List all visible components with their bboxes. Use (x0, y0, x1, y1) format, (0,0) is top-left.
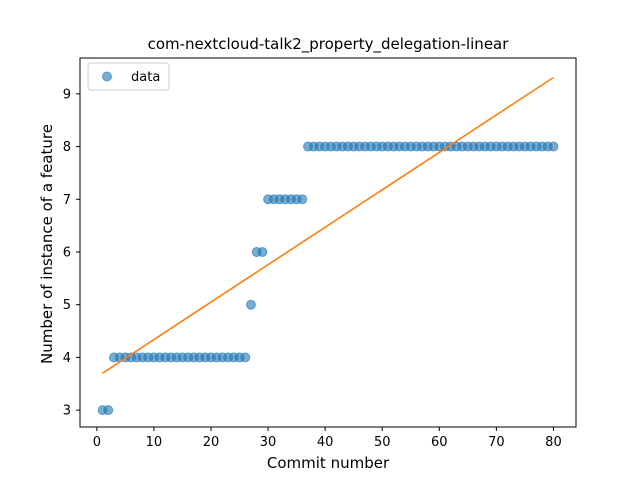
legend-label-data: data (131, 70, 160, 85)
x-tick-label: 10 (146, 435, 163, 450)
x-tick-label: 0 (93, 435, 101, 450)
y-tick-label: 6 (63, 245, 71, 260)
fit-line (102, 76, 554, 374)
y-axis-label: Number of instance of a feature (38, 124, 56, 364)
x-tick-label: 30 (260, 435, 277, 450)
data-point (245, 299, 256, 310)
y-tick-label: 8 (63, 140, 71, 155)
plot-frame (79, 57, 577, 428)
x-tick-label: 40 (317, 435, 334, 450)
x-axis-label: Commit number (267, 454, 390, 472)
y-axis: 3 4 5 6 7 8 9 (63, 87, 80, 419)
legend-marker-data (102, 71, 112, 82)
y-tick-label: 7 (63, 193, 71, 208)
data-point (297, 194, 308, 205)
data-point (103, 405, 114, 416)
data-point (548, 141, 559, 152)
legend-box (87, 62, 170, 91)
y-tick-label: 4 (63, 351, 71, 366)
x-tick-label: 80 (545, 435, 562, 450)
plot-area (79, 57, 577, 428)
x-tick-label: 50 (374, 435, 391, 450)
data-point (240, 352, 251, 363)
y-tick-label: 9 (63, 87, 71, 102)
x-tick-label: 60 (431, 435, 448, 450)
y-tick-label: 5 (63, 298, 71, 313)
chart-title: com-nextcloud-talk2_property_delegation-… (148, 35, 510, 54)
x-tick-label: 20 (203, 435, 220, 450)
x-tick-label: 70 (488, 435, 505, 450)
y-tick-label: 3 (63, 404, 71, 419)
x-axis: 0 10 20 30 40 50 60 70 80 (93, 427, 562, 450)
legend: data (87, 62, 170, 91)
series-layer (97, 76, 559, 416)
data-point (257, 246, 268, 257)
